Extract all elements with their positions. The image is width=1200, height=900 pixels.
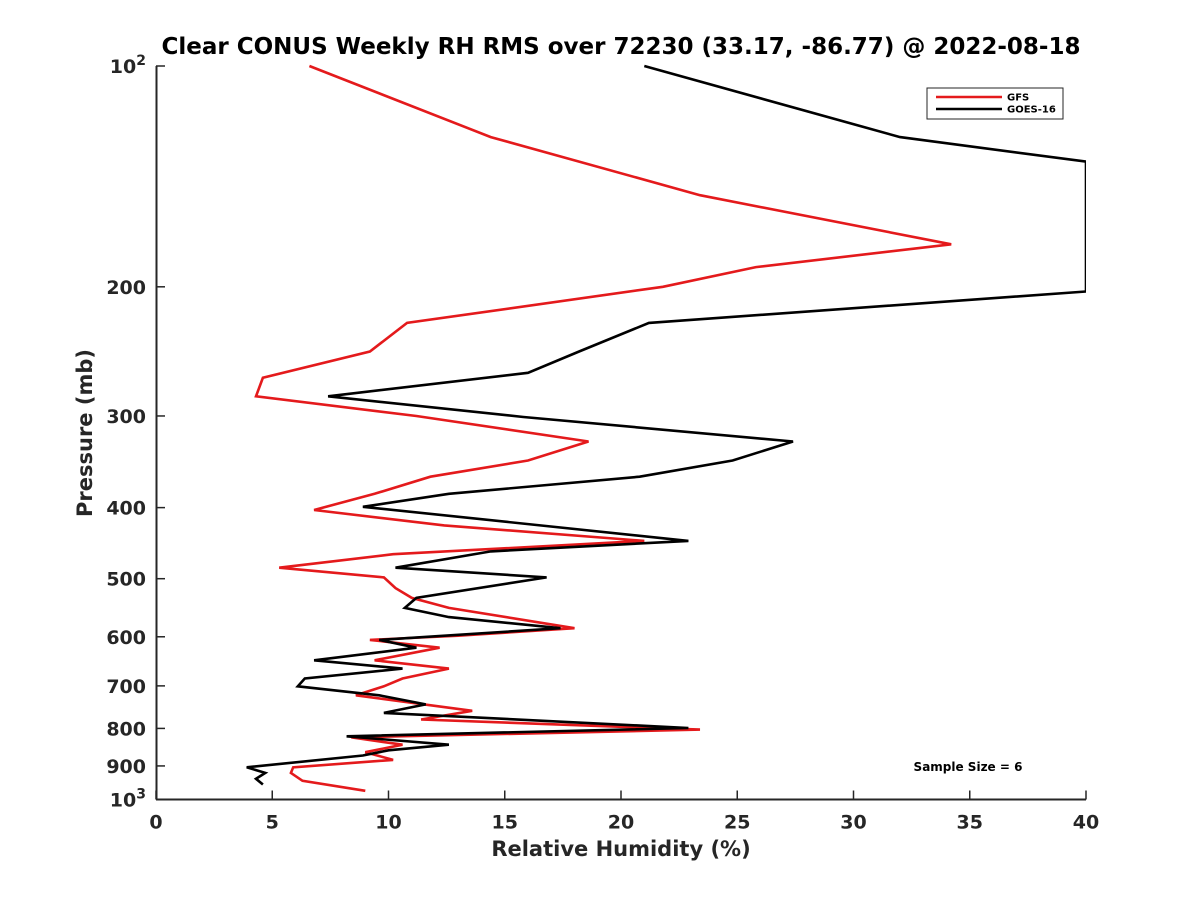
legend-label: GFS — [1007, 93, 1029, 104]
goes-16-series-line — [246, 64, 1086, 786]
y-tick-label: 600 — [106, 627, 146, 649]
y-axis-title: Pressure (mb) — [73, 349, 97, 517]
y-tick-label-base: 900 — [106, 756, 146, 778]
x-tick-label: 20 — [608, 812, 634, 834]
gfs-series-line — [254, 64, 952, 793]
y-tick-label-exponent: 3 — [136, 787, 146, 803]
y-tick-label-base: 500 — [106, 569, 146, 591]
sample-size-annotation: Sample Size = 6 — [914, 760, 1023, 774]
x-tick-label: 35 — [957, 812, 983, 834]
legend-box — [926, 87, 1064, 120]
y-tick-label: 800 — [106, 718, 146, 740]
y-tick-label-base: 800 — [106, 718, 146, 740]
y-tick-label-exponent: 2 — [136, 53, 146, 69]
y-tick-label-base: 600 — [106, 627, 146, 649]
y-tick-label: 200 — [106, 277, 146, 299]
y-tick-label-base: 300 — [106, 406, 146, 428]
x-tick-label: 30 — [840, 812, 866, 834]
plot-area: 0 5 10 15 20 25 30 35 40 10220030040050060070080… — [106, 53, 1099, 834]
plot-background — [156, 66, 1086, 799]
y-tick-label: 900 — [106, 756, 146, 778]
x-tick-label: 40 — [1073, 812, 1099, 834]
x-tick-label: 10 — [375, 812, 401, 834]
x-tick-label: 0 — [149, 812, 162, 834]
x-tick-label: 15 — [492, 812, 518, 834]
y-tick-label: 400 — [106, 498, 146, 520]
y-tick-label: 300 — [106, 406, 146, 428]
series-layer — [246, 64, 1086, 793]
y-tick-label: 103 — [110, 787, 146, 812]
y-tick-label-base: 200 — [106, 277, 146, 299]
chart-title: Clear CONUS Weekly RH RMS over 72230 (33… — [162, 34, 1081, 60]
x-axis-title: Relative Humidity (%) — [491, 837, 750, 861]
legend-label: GOES-16 — [1007, 105, 1056, 116]
y-tick-label-base: 400 — [106, 498, 146, 520]
y-tick-label-base: 10 — [110, 56, 136, 78]
y-tick-label: 700 — [106, 676, 146, 698]
y-tick-label: 500 — [106, 569, 146, 591]
y-tick-label-base: 700 — [106, 676, 146, 698]
y-tick-label-base: 10 — [110, 790, 136, 812]
x-tick-label: 5 — [266, 812, 279, 834]
y-tick-label: 102 — [110, 53, 146, 78]
x-ticks: 0 5 10 15 20 25 30 35 40 — [149, 790, 1099, 834]
x-tick-label: 25 — [724, 812, 750, 834]
